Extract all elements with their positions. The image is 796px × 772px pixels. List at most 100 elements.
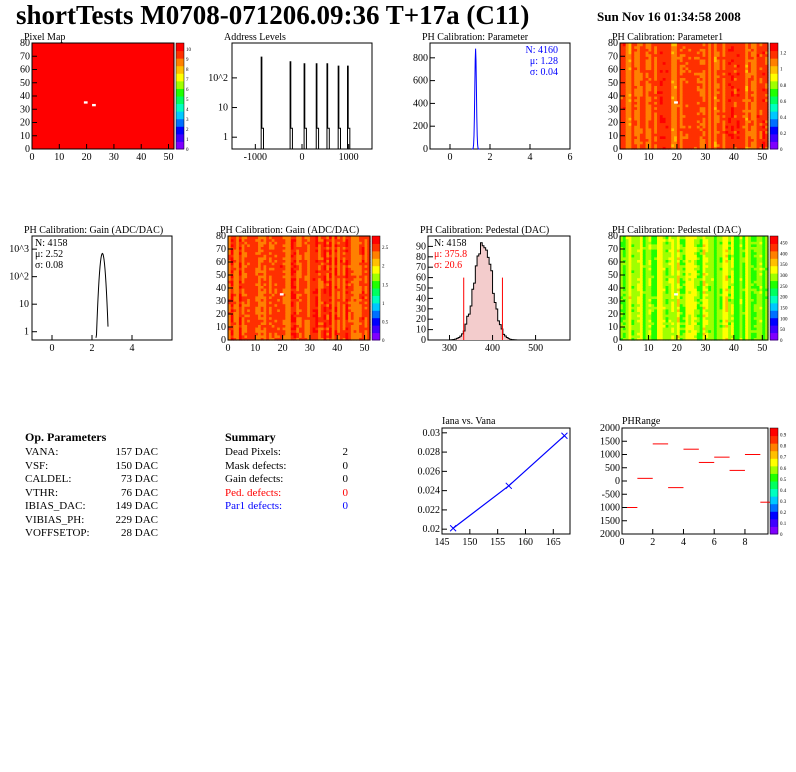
heatmap-cell <box>722 125 726 129</box>
heatmap-cell <box>642 80 647 84</box>
heatmap-cell <box>271 280 276 284</box>
heatmap-cell <box>342 334 347 338</box>
heatmap-cell <box>625 303 630 307</box>
heatmap-cell <box>705 58 709 63</box>
heatmap-cell <box>762 82 766 86</box>
heatmap-cell <box>329 246 333 250</box>
y-tick-label: 400 <box>413 98 428 109</box>
heatmap-cell <box>331 332 336 336</box>
heatmap-cell <box>625 269 630 273</box>
heatmap-cell <box>236 301 240 305</box>
heatmap-cell <box>745 96 749 100</box>
heatmap-cell <box>645 243 650 247</box>
heatmap-cell <box>694 64 698 68</box>
heatmap-cell <box>642 96 647 100</box>
heatmap-cell <box>252 314 256 318</box>
heatmap-cell <box>274 236 278 240</box>
heatmap-cell <box>733 130 738 134</box>
heatmap-cell <box>716 90 721 94</box>
heatmap-cell <box>645 125 650 129</box>
heatmap-cell <box>296 334 300 338</box>
heatmap-cell <box>252 251 256 255</box>
heatmap-cell <box>312 285 316 289</box>
heatmap-cell <box>713 43 718 47</box>
heatmap-cell <box>337 251 341 255</box>
heatmap-cell <box>634 308 638 312</box>
heatmap-cell <box>665 88 669 92</box>
heatmap-cell <box>238 269 243 273</box>
heatmap-cell <box>288 311 292 315</box>
heatmap-cell <box>739 85 743 89</box>
heatmap-cell <box>233 249 237 253</box>
heatmap-cell <box>762 48 766 52</box>
heatmap-cell <box>676 82 681 86</box>
heatmap-cell <box>367 272 371 276</box>
heatmap-cell <box>742 93 746 97</box>
heatmap-cell <box>350 332 355 336</box>
heatmap-cell <box>323 282 327 286</box>
heatmap-cell <box>725 90 729 94</box>
heatmap-cell <box>739 93 743 97</box>
heatmap-cell <box>711 96 715 100</box>
heatmap-cell <box>682 64 687 68</box>
heatmap-cell <box>750 98 755 102</box>
heatmap-cell <box>648 295 652 299</box>
heatmap-cell <box>356 275 360 279</box>
heatmap-cell <box>277 282 281 286</box>
heatmap-cell <box>304 282 308 286</box>
heatmap-cell <box>628 241 632 245</box>
heatmap-cell <box>739 43 743 47</box>
heatmap-cell <box>356 314 360 318</box>
heatmap-cell <box>731 125 735 129</box>
heatmap-cell <box>725 48 729 52</box>
heatmap-cell <box>334 236 338 240</box>
heatmap-cell <box>238 241 243 245</box>
heatmap-cell <box>296 262 300 266</box>
heatmap-cell <box>323 298 327 302</box>
heatmap-cell <box>648 314 652 318</box>
heatmap-cell <box>364 290 368 294</box>
heatmap-cell <box>654 103 658 108</box>
y-tick-label: 10^2 <box>208 73 228 84</box>
heatmap-cell <box>696 146 701 150</box>
heatmap-cell <box>679 103 684 108</box>
heatmap-cell <box>622 80 627 84</box>
heatmap-cell <box>637 66 641 71</box>
heatmap-cell <box>657 96 661 100</box>
heatmap-cell <box>348 290 352 294</box>
heatmap-cell <box>304 295 308 299</box>
heatmap-cell <box>334 334 338 338</box>
heatmap-cell <box>320 314 325 318</box>
heatmap-cell <box>739 53 743 57</box>
heatmap-cell <box>628 277 632 281</box>
heatmap-cell <box>753 101 758 105</box>
heatmap-cell <box>728 122 732 126</box>
heatmap-cell <box>233 311 237 315</box>
heatmap-cell <box>348 256 352 260</box>
heatmap-cell <box>345 269 349 273</box>
heatmap-cell <box>639 269 644 273</box>
heatmap-cell <box>654 64 658 68</box>
heatmap-cell <box>716 82 721 86</box>
heatmap-cell <box>274 316 278 320</box>
heatmap-cell <box>688 127 692 132</box>
heatmap-cell <box>628 133 632 137</box>
heatmap-cell <box>648 316 652 320</box>
heatmap-cell <box>620 146 624 150</box>
heatmap-cell <box>282 311 286 315</box>
heatmap-cell <box>702 135 706 139</box>
heatmap-cell <box>337 238 341 242</box>
heatmap-cell <box>750 133 755 137</box>
heatmap-cell <box>759 98 763 102</box>
heatmap-cell <box>260 236 265 240</box>
heatmap-cell <box>634 275 638 279</box>
heatmap-cell <box>719 127 724 132</box>
heatmap-cell <box>299 277 303 281</box>
x-tick-label: 30 <box>305 343 315 354</box>
heatmap-cell <box>642 314 647 318</box>
heatmap-cell <box>293 308 297 312</box>
heatmap-cell <box>742 127 746 132</box>
heatmap-cell <box>320 238 325 242</box>
heatmap-cell <box>634 329 638 333</box>
heatmap-cell <box>642 319 647 323</box>
